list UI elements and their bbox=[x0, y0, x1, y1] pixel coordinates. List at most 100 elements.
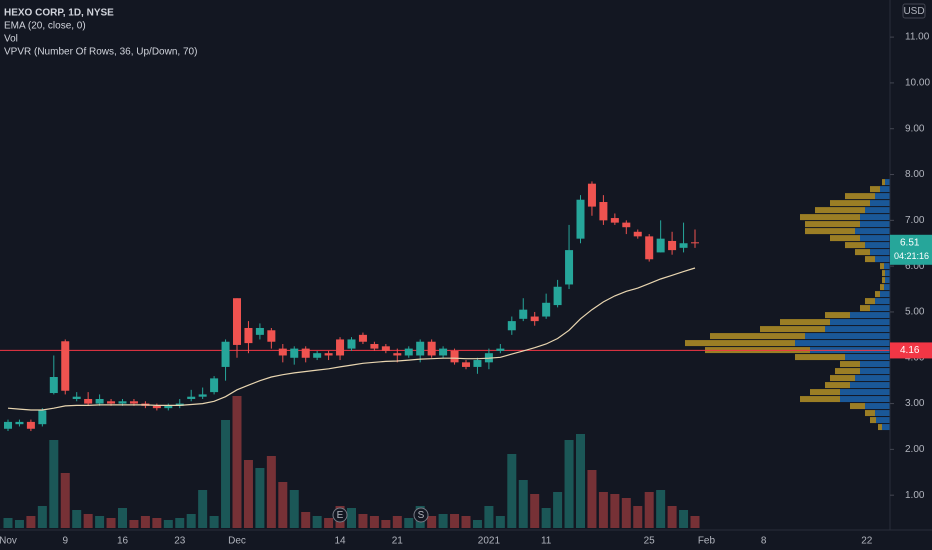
vpvr-down bbox=[805, 221, 860, 228]
currency[interactable]: USD bbox=[903, 6, 924, 17]
vpvr-up bbox=[875, 193, 890, 200]
candle-body bbox=[152, 405, 161, 409]
vpvr-up bbox=[885, 179, 890, 186]
x-tick-label: Feb bbox=[698, 536, 716, 547]
candle-body bbox=[255, 327, 264, 335]
candle-body bbox=[679, 243, 688, 248]
volume-bar bbox=[576, 434, 585, 528]
vpvr-up bbox=[875, 298, 890, 305]
vpvr-down bbox=[815, 207, 865, 214]
candle-body bbox=[267, 330, 276, 342]
vpvr-down bbox=[865, 298, 875, 305]
candle-body bbox=[576, 199, 585, 239]
vpvr-up bbox=[884, 284, 890, 291]
vpvr-up bbox=[860, 235, 890, 242]
volume-bar bbox=[129, 520, 139, 528]
volume-bar bbox=[209, 516, 219, 528]
candle-body bbox=[645, 236, 654, 260]
indicator-label: VPVR (Number Of Rows, 36, Up/Down, 70) bbox=[4, 47, 197, 58]
candle-body bbox=[496, 348, 505, 351]
vpvr-down bbox=[825, 312, 850, 319]
x-tick-label: 9 bbox=[62, 536, 68, 547]
event-label[interactable]: E bbox=[337, 510, 344, 521]
vpvr-down bbox=[830, 375, 855, 382]
vpvr-down bbox=[830, 200, 870, 207]
volume-bar bbox=[656, 490, 666, 528]
x-tick-label: 11 bbox=[541, 536, 552, 547]
vpvr-up bbox=[875, 410, 890, 417]
volume-bar bbox=[541, 508, 551, 528]
volume-bar bbox=[633, 506, 643, 528]
vpvr-up bbox=[825, 326, 890, 333]
volume-bar bbox=[49, 440, 59, 528]
candle-body bbox=[565, 250, 574, 285]
vpvr-down bbox=[825, 382, 850, 389]
candle-body bbox=[427, 341, 436, 356]
volume-bar bbox=[381, 520, 391, 528]
currency-box[interactable] bbox=[902, 3, 926, 19]
volume-bar bbox=[118, 508, 127, 528]
volume-bar bbox=[83, 514, 93, 528]
candle-body bbox=[393, 353, 402, 356]
chart-title: HEXO CORP, 1D, NYSE bbox=[4, 8, 114, 19]
y-tick-label: 8.00 bbox=[905, 169, 925, 180]
volume-bar bbox=[484, 506, 494, 528]
event-icon[interactable] bbox=[413, 507, 429, 523]
vpvr-up bbox=[840, 389, 890, 396]
candle-body bbox=[210, 378, 219, 393]
volume-bar bbox=[644, 492, 654, 528]
candle-body bbox=[358, 334, 367, 342]
volume-bar bbox=[243, 460, 253, 528]
candle-body bbox=[187, 396, 196, 399]
volume-bar bbox=[152, 518, 162, 528]
volume-bar bbox=[690, 516, 700, 528]
candle-body bbox=[416, 341, 425, 356]
vpvr-down bbox=[882, 277, 885, 284]
candle-body bbox=[118, 401, 127, 404]
vpvr-down bbox=[685, 340, 795, 347]
volume-bar bbox=[438, 514, 448, 528]
volume-bar bbox=[163, 520, 173, 528]
candle-body bbox=[221, 341, 230, 367]
vpvr-up bbox=[860, 214, 890, 221]
volume-bar bbox=[95, 516, 105, 528]
vpvr-up bbox=[830, 319, 890, 326]
vpvr-down bbox=[780, 319, 830, 326]
y-tick-label: 11.00 bbox=[905, 32, 930, 43]
candle-body bbox=[107, 401, 116, 404]
candle-body bbox=[462, 362, 470, 367]
candle-body bbox=[473, 360, 482, 367]
candle-body bbox=[370, 344, 379, 349]
volume-bar bbox=[598, 492, 608, 528]
volume-bar bbox=[621, 498, 631, 528]
vpvr-up bbox=[860, 361, 890, 368]
volume-bar bbox=[495, 516, 505, 528]
candle-body bbox=[15, 421, 24, 425]
candle-body bbox=[95, 398, 104, 404]
candle-body bbox=[610, 218, 619, 223]
y-tick-label: 9.00 bbox=[905, 123, 925, 134]
event-label[interactable]: S bbox=[418, 510, 425, 521]
volume-bar bbox=[553, 492, 563, 528]
volume-bar bbox=[255, 468, 265, 528]
volume-bar bbox=[312, 516, 322, 528]
event-icon[interactable] bbox=[332, 507, 348, 523]
volume-bar bbox=[667, 506, 677, 528]
candle-body bbox=[26, 421, 35, 429]
x-tick-label: 2021 bbox=[478, 536, 501, 547]
candle-body bbox=[38, 410, 47, 425]
volume-bar bbox=[472, 520, 482, 528]
candle-body bbox=[290, 348, 299, 358]
candle-body bbox=[4, 421, 12, 429]
volume-bar bbox=[450, 514, 460, 528]
volume-bar bbox=[610, 494, 620, 528]
volume-bar bbox=[530, 494, 540, 528]
volume-bar bbox=[26, 516, 36, 528]
candle-body bbox=[656, 238, 665, 253]
vpvr-up bbox=[876, 417, 890, 424]
vpvr-down bbox=[840, 361, 860, 368]
volume-bar bbox=[60, 473, 70, 528]
indicator-label: EMA (20, close, 0) bbox=[4, 21, 86, 32]
vpvr-up bbox=[855, 228, 890, 235]
